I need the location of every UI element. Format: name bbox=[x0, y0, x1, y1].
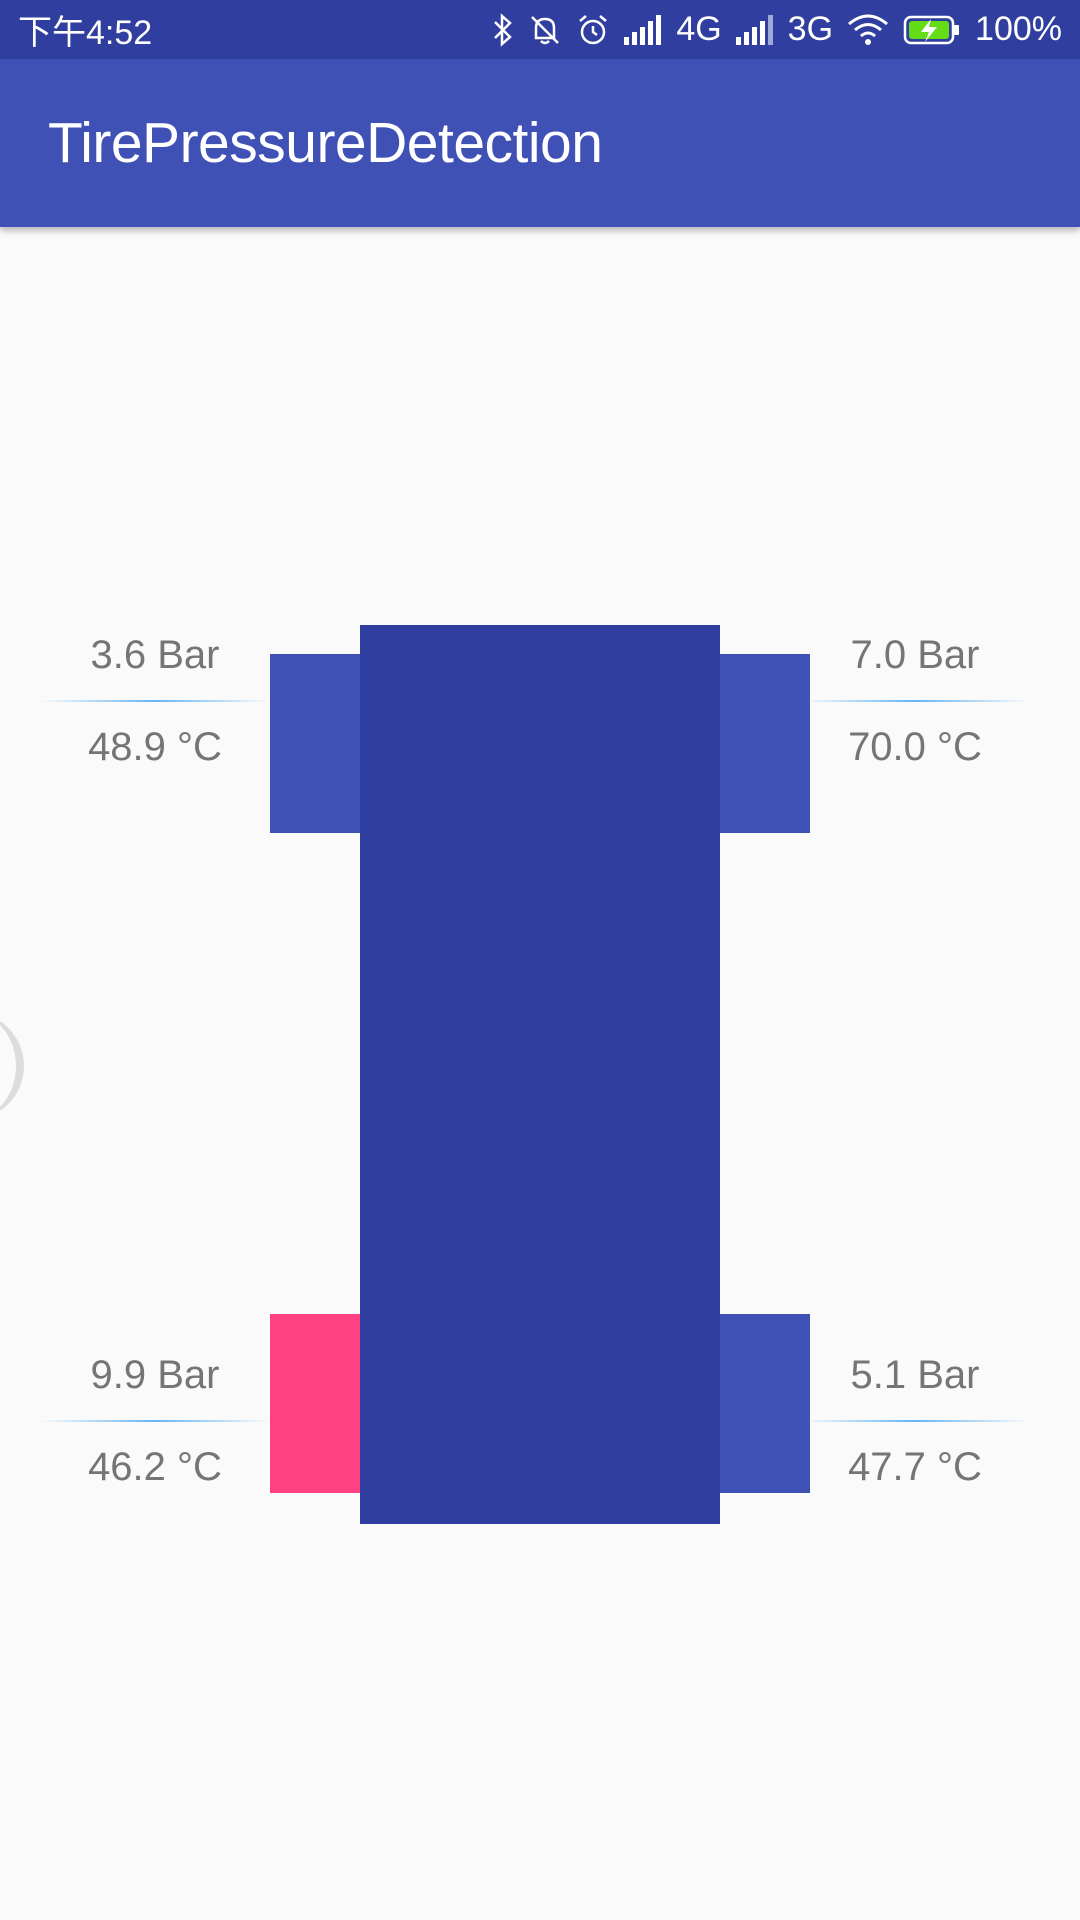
signal-icon bbox=[624, 14, 662, 45]
readout-front-left: 3.6 Bar 48.9 °C bbox=[40, 635, 270, 767]
temperature-value: 47.7 °C bbox=[848, 1445, 982, 1489]
wifi-icon bbox=[847, 14, 889, 46]
tire-front-left[interactable] bbox=[270, 654, 360, 833]
temperature-value: 46.2 °C bbox=[88, 1445, 222, 1489]
battery-level: 100% bbox=[975, 10, 1062, 48]
app-title: TirePressureDetection bbox=[48, 111, 603, 175]
divider bbox=[40, 1420, 270, 1422]
network-3g-label: 3G bbox=[787, 10, 834, 48]
divider bbox=[800, 700, 1030, 702]
alarm-icon bbox=[576, 13, 610, 47]
tire-rear-right[interactable] bbox=[720, 1314, 810, 1493]
pressure-value: 9.9 Bar bbox=[90, 1353, 220, 1397]
readout-rear-right: 5.1 Bar 47.7 °C bbox=[800, 1355, 1030, 1487]
app-bar: TirePressureDetection bbox=[0, 59, 1080, 227]
status-icons: 4G 3G 100% bbox=[492, 10, 1062, 49]
temperature-value: 70.0 °C bbox=[848, 725, 982, 769]
readout-front-right: 7.0 Bar 70.0 °C bbox=[800, 635, 1030, 767]
pressure-value: 5.1 Bar bbox=[850, 1353, 980, 1397]
battery-charging-icon bbox=[903, 15, 961, 45]
temperature-value: 48.9 °C bbox=[88, 725, 222, 769]
signal-icon bbox=[735, 14, 774, 45]
pressure-value: 7.0 Bar bbox=[850, 633, 980, 677]
status-bar: 下午4:52 4G 3G 100 bbox=[0, 0, 1080, 59]
bell-off-icon bbox=[528, 13, 562, 47]
bluetooth-icon bbox=[492, 12, 514, 47]
car-body bbox=[360, 625, 720, 1524]
divider bbox=[40, 700, 270, 702]
tire-front-right[interactable] bbox=[720, 654, 810, 833]
edge-swipe-handle[interactable] bbox=[0, 1012, 24, 1120]
tire-rear-left[interactable] bbox=[270, 1314, 360, 1493]
readout-rear-left: 9.9 Bar 46.2 °C bbox=[40, 1355, 270, 1487]
network-4g-label: 4G bbox=[676, 10, 722, 48]
divider bbox=[800, 1420, 1030, 1422]
status-time: 下午4:52 bbox=[18, 14, 153, 52]
pressure-value: 3.6 Bar bbox=[90, 633, 220, 677]
